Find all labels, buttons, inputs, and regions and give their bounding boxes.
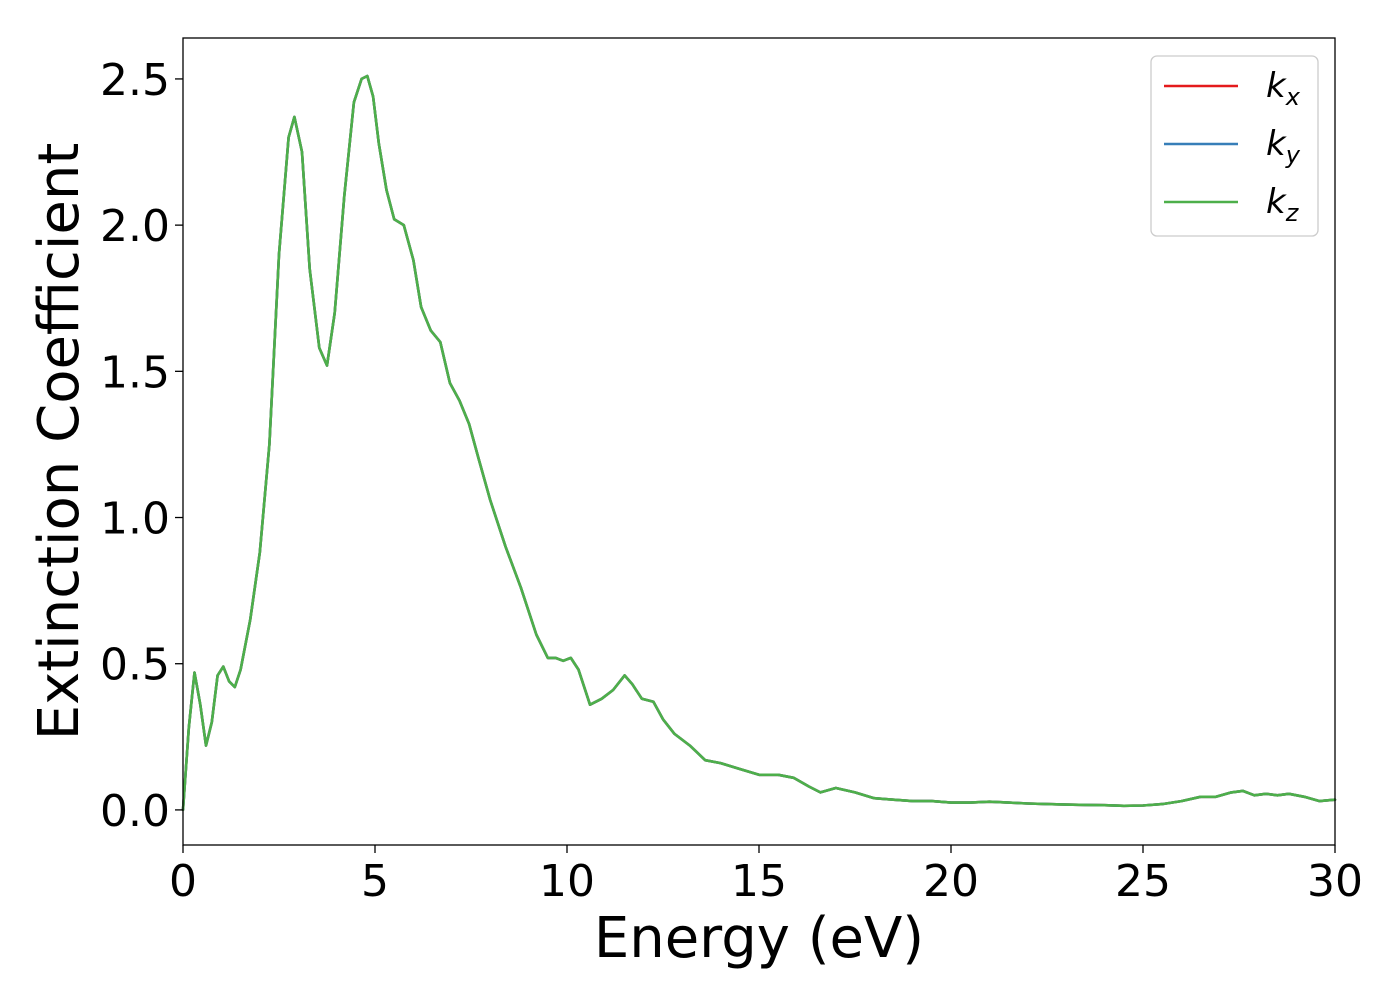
series-layer [181, 74, 1337, 812]
y-tick-label: 2.0 [100, 201, 170, 252]
legend: kx ky kz [1150, 55, 1319, 237]
y-tick-label: 2.5 [100, 55, 170, 106]
x-tick-label: 25 [1115, 856, 1171, 907]
x-tick-label: 15 [731, 856, 787, 907]
x-tick-label: 0 [169, 856, 197, 907]
y-tick-label: 1.5 [100, 347, 170, 398]
x-tick-label: 5 [361, 856, 389, 907]
plot-area [183, 38, 1335, 845]
x-tick-label: 10 [539, 856, 595, 907]
y-tick-label: 1.0 [100, 494, 170, 545]
y-tick-label: 0.5 [100, 640, 170, 691]
series-line-kz [181, 74, 1337, 812]
legend-label-kx: kx [1266, 66, 1301, 111]
y-axis-title: Extinction Coefficient [27, 143, 92, 741]
x-tick-label: 20 [923, 856, 979, 907]
x-axis-title: Energy (eV) [594, 906, 924, 971]
legend-label-ky: ky [1266, 124, 1301, 169]
legend-box [1150, 55, 1319, 237]
y-axis: 0.0 0.5 1.0 1.5 2.0 2.5 [100, 55, 183, 837]
x-axis: 0 5 10 15 20 25 30 [169, 845, 1363, 907]
y-tick-label: 0.0 [100, 786, 170, 837]
x-tick-label: 30 [1307, 856, 1363, 907]
legend-label-kz: kz [1266, 182, 1300, 227]
